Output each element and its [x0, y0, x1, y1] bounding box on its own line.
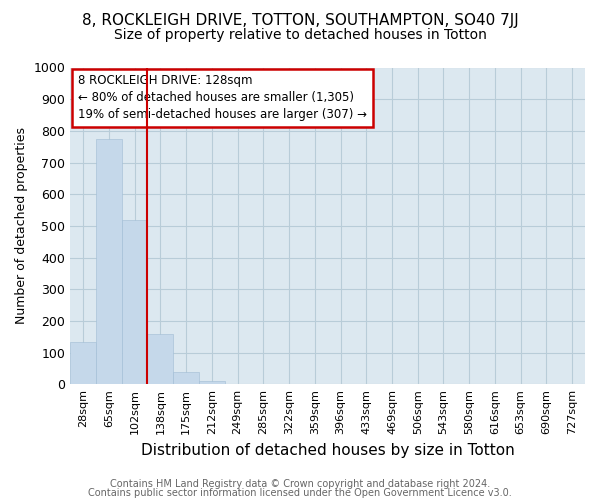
X-axis label: Distribution of detached houses by size in Totton: Distribution of detached houses by size … — [141, 442, 515, 458]
Bar — [173, 372, 199, 384]
Bar — [122, 220, 148, 384]
Bar — [70, 342, 96, 384]
Text: 8, ROCKLEIGH DRIVE, TOTTON, SOUTHAMPTON, SO40 7JJ: 8, ROCKLEIGH DRIVE, TOTTON, SOUTHAMPTON,… — [82, 12, 518, 28]
Y-axis label: Number of detached properties: Number of detached properties — [15, 128, 28, 324]
Bar — [96, 139, 122, 384]
Text: 8 ROCKLEIGH DRIVE: 128sqm
← 80% of detached houses are smaller (1,305)
19% of se: 8 ROCKLEIGH DRIVE: 128sqm ← 80% of detac… — [78, 74, 367, 122]
Bar — [148, 334, 173, 384]
Bar — [199, 381, 225, 384]
Text: Contains public sector information licensed under the Open Government Licence v3: Contains public sector information licen… — [88, 488, 512, 498]
Text: Contains HM Land Registry data © Crown copyright and database right 2024.: Contains HM Land Registry data © Crown c… — [110, 479, 490, 489]
Text: Size of property relative to detached houses in Totton: Size of property relative to detached ho… — [113, 28, 487, 42]
